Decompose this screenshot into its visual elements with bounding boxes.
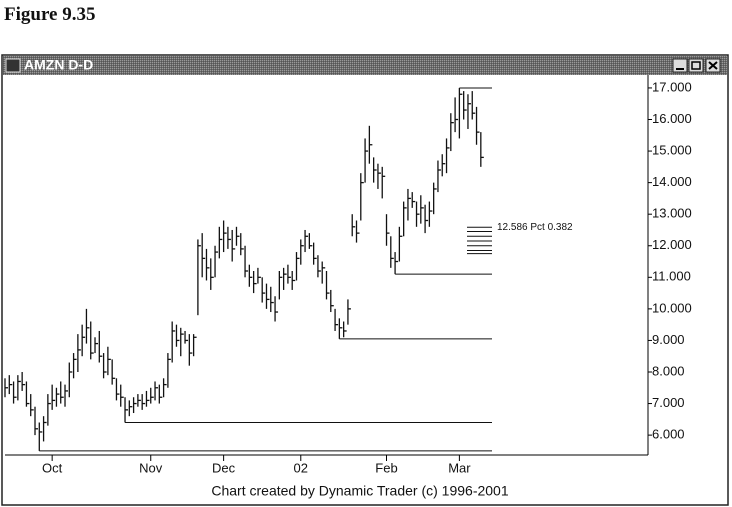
y-tick-label: 8.000 — [652, 363, 685, 378]
y-tick-label: 12.000 — [652, 237, 692, 252]
maximize-button[interactable] — [688, 58, 704, 73]
y-tick-label: 9.000 — [652, 332, 685, 347]
y-tick-label: 13.000 — [652, 206, 692, 221]
y-tick-label: 16.000 — [652, 111, 692, 126]
x-tick-label: Nov — [139, 460, 163, 475]
cluster-label: 12.586 Pct 0.382 — [497, 222, 573, 233]
x-tick-label: 02 — [294, 460, 308, 475]
maximize-icon — [691, 61, 701, 70]
window-frame — [1, 54, 729, 506]
y-tick-label: 10.000 — [652, 300, 692, 315]
x-tick-label: Oct — [42, 460, 63, 475]
figure-caption: Figure 9.35 — [4, 4, 96, 25]
y-tick-label: 17.000 — [652, 79, 692, 94]
window-title: AMZN D-D — [24, 57, 93, 73]
title-bar — [3, 56, 727, 75]
y-tick-label: 7.000 — [652, 395, 685, 410]
y-tick-label: 11.000 — [652, 269, 691, 284]
y-tick-label: 15.000 — [652, 143, 692, 158]
x-tick-label: Feb — [375, 460, 397, 475]
x-tick-label: Dec — [212, 460, 236, 475]
window-buttons[interactable] — [672, 58, 721, 73]
x-tick-label: Mar — [448, 460, 471, 475]
y-tick-label: 6.000 — [652, 427, 685, 442]
window-icon — [5, 58, 21, 73]
footer-credit: Chart created by Dynamic Trader (c) 1996… — [211, 483, 508, 499]
minimize-button[interactable] — [672, 58, 688, 73]
close-icon — [708, 61, 718, 70]
y-tick-label: 14.000 — [652, 174, 692, 189]
